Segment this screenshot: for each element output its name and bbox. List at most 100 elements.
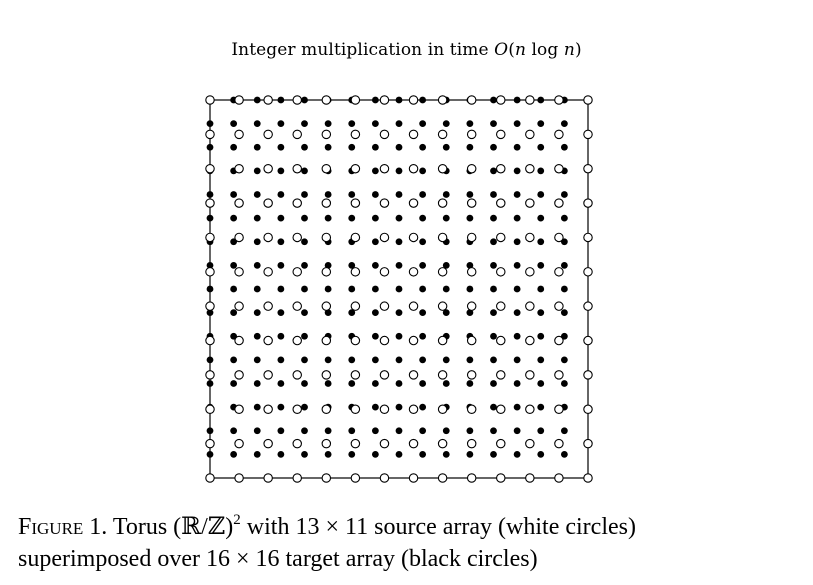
- source-point: [292, 198, 302, 208]
- target-point: [560, 143, 568, 151]
- target-point: [490, 120, 497, 128]
- source-point: [263, 163, 273, 174]
- target-point: [419, 238, 427, 246]
- source-point: [583, 232, 593, 243]
- source-point: [263, 370, 273, 380]
- source-point: [234, 335, 244, 346]
- source-point: [292, 232, 302, 243]
- source-point: [408, 335, 419, 346]
- source-point: [234, 267, 244, 277]
- target-point: [442, 309, 450, 317]
- source-point: [321, 335, 332, 346]
- target-point: [537, 309, 545, 317]
- target-point: [513, 167, 521, 175]
- target-point: [419, 403, 427, 411]
- target-point: [490, 238, 497, 246]
- target-point: [230, 427, 238, 435]
- source-point: [263, 198, 273, 208]
- target-point: [206, 309, 214, 317]
- target-point: [348, 143, 356, 151]
- source-point: [350, 267, 361, 277]
- target-point: [395, 403, 403, 411]
- source-point: [496, 267, 506, 277]
- source-point: [292, 370, 302, 380]
- target-point: [301, 214, 308, 222]
- target-point: [419, 285, 427, 293]
- target-point: [537, 450, 545, 458]
- target-point: [560, 191, 568, 198]
- source-point: [554, 301, 564, 311]
- source-point: [263, 438, 273, 449]
- target-point: [490, 96, 497, 104]
- source-point: [466, 198, 477, 208]
- target-point: [277, 214, 285, 222]
- target-point: [419, 332, 427, 340]
- target-point: [490, 450, 497, 458]
- source-point: [350, 335, 361, 346]
- target-point: [253, 167, 261, 175]
- target-point: [324, 143, 332, 151]
- target-point: [301, 143, 308, 151]
- source-point: [379, 370, 390, 380]
- target-point: [348, 261, 356, 269]
- source-point: [583, 335, 593, 346]
- target-point: [206, 143, 214, 151]
- target-point: [395, 450, 403, 458]
- target-point: [253, 214, 261, 222]
- source-point: [350, 129, 361, 140]
- source-point: [408, 232, 419, 243]
- source-point: [583, 129, 593, 140]
- source-point: [379, 198, 390, 208]
- target-point: [419, 214, 427, 222]
- source-point: [437, 129, 448, 140]
- source-point: [554, 438, 564, 449]
- target-point: [371, 427, 379, 435]
- source-point: [437, 232, 448, 243]
- source-point: [408, 95, 419, 105]
- target-point: [324, 214, 332, 222]
- header-math-O: O: [494, 40, 509, 60]
- target-point: [301, 261, 308, 269]
- target-point: [442, 427, 450, 435]
- source-point: [379, 335, 390, 346]
- target-point: [560, 261, 568, 269]
- target-point: [206, 427, 214, 435]
- source-point: [379, 301, 390, 311]
- source-point: [583, 438, 593, 449]
- target-point: [490, 285, 497, 293]
- source-point: [234, 438, 244, 449]
- target-point: [442, 143, 450, 151]
- source-point: [525, 163, 535, 174]
- source-point: [321, 370, 332, 380]
- target-point: [277, 450, 285, 458]
- source-point: [379, 163, 390, 174]
- source-point: [437, 267, 448, 277]
- target-point: [466, 120, 474, 128]
- target-point: [513, 427, 521, 435]
- source-point: [350, 301, 361, 311]
- source-point: [496, 198, 506, 208]
- source-point: [525, 404, 535, 415]
- target-point: [537, 214, 545, 222]
- source-point: [554, 163, 564, 174]
- target-point: [253, 143, 261, 151]
- source-point: [466, 404, 477, 415]
- target-point: [301, 167, 308, 175]
- target-point: [442, 214, 450, 222]
- source-point: [466, 163, 477, 174]
- source-point: [408, 267, 419, 277]
- target-point: [419, 356, 427, 364]
- source-point: [292, 95, 302, 105]
- target-point: [253, 238, 261, 246]
- target-point: [301, 356, 308, 364]
- target-point: [513, 238, 521, 246]
- target-point: [253, 403, 261, 411]
- target-point: [348, 214, 356, 222]
- source-point: [408, 198, 419, 208]
- source-point: [525, 335, 535, 346]
- source-point: [554, 370, 564, 380]
- target-point: [277, 167, 285, 175]
- target-point: [230, 309, 238, 317]
- target-point: [230, 120, 238, 128]
- source-point: [496, 232, 506, 243]
